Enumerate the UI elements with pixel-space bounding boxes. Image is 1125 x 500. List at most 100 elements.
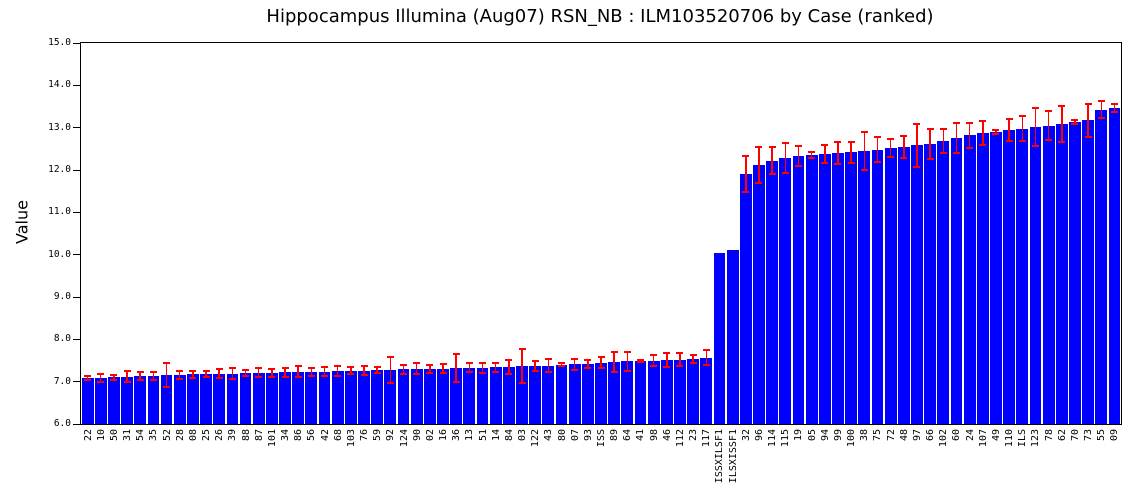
bar — [450, 368, 463, 424]
bar — [108, 377, 120, 424]
error-bar-line — [863, 132, 866, 171]
error-bar-cap — [926, 157, 934, 160]
error-bar-cap — [860, 169, 868, 172]
error-bar-cap — [1031, 107, 1039, 110]
error-bar-cap — [755, 181, 763, 184]
error-bar-line — [1087, 103, 1089, 138]
error-bar-cap — [255, 367, 263, 370]
error-bar-line — [284, 368, 286, 377]
error-bar-cap — [294, 376, 302, 379]
x-tick-label: ISS — [596, 429, 607, 448]
bar — [858, 151, 871, 424]
error-bar-line — [389, 357, 392, 383]
x-tick-label: 48 — [898, 429, 910, 442]
error-bar-cap — [136, 378, 144, 381]
x-tick-label: 05 — [806, 429, 818, 442]
error-bar-cap — [426, 364, 434, 367]
error-bar-line — [929, 128, 931, 159]
x-tick-label: 46 — [661, 429, 673, 442]
error-bar-cap — [676, 365, 684, 367]
error-bar-cap — [518, 348, 526, 351]
error-bar-line — [429, 365, 431, 373]
error-bar-line — [850, 141, 852, 163]
error-bar-line — [560, 363, 563, 366]
x-tick-label: 78 — [1043, 429, 1055, 442]
error-bar-line — [113, 375, 115, 380]
y-tick-label: 12.0 — [48, 164, 71, 175]
error-bar-line — [442, 363, 444, 374]
error-bar-cap — [110, 374, 118, 377]
bar — [516, 366, 528, 424]
error-bar-cap — [505, 372, 513, 375]
error-bar-cap — [1045, 109, 1053, 112]
error-bar-cap — [742, 191, 750, 193]
error-bar-line — [192, 370, 194, 379]
error-bar-cap — [1005, 118, 1013, 121]
error-bar-cap — [1005, 140, 1013, 143]
error-bar-cap — [979, 144, 987, 147]
error-bar-cap — [163, 362, 171, 365]
error-bar-cap — [794, 144, 802, 147]
error-bar-cap — [1071, 122, 1079, 125]
x-tick-label: 07 — [569, 429, 581, 442]
error-bar-cap — [663, 352, 671, 355]
error-bar-cap — [768, 173, 776, 176]
error-bar-line — [455, 354, 457, 383]
error-bar-line — [205, 371, 207, 377]
bar — [792, 156, 805, 424]
error-bar-cap — [571, 357, 579, 360]
error-bar-cap — [702, 364, 710, 367]
x-tick-label: ISSXILSF1 — [714, 429, 726, 484]
bar — [608, 362, 621, 424]
y-tick — [73, 211, 81, 213]
x-tick-label: 13 — [464, 429, 476, 442]
error-bar-cap — [321, 365, 329, 368]
x-tick-label: 94 — [819, 429, 831, 442]
plot-area: 6.0 7.0 8.0 9.0 10.0 11.0 12.0 13.0 14.0 15.0 22 1… — [48, 37, 1122, 483]
error-bar-cap — [321, 375, 329, 378]
x-tick-label: 39 — [227, 429, 239, 442]
error-bar-cap — [518, 382, 526, 385]
error-bar-cap — [163, 386, 171, 389]
error-bar-cap — [584, 367, 592, 370]
bar — [1029, 127, 1042, 424]
error-bar-cap — [400, 373, 408, 376]
error-bar-line — [86, 376, 89, 381]
error-bar-line — [652, 354, 655, 366]
error-bar-cap — [136, 371, 144, 374]
error-bar-cap — [781, 172, 789, 175]
error-bar-line — [995, 129, 997, 134]
x-tick-label: 64 — [622, 429, 634, 442]
x-tick-label: 107 — [977, 429, 989, 448]
x-tick-label: 60 — [951, 429, 963, 442]
error-bar-cap — [479, 371, 487, 374]
error-bar-cap — [821, 143, 829, 146]
error-bar-cap — [597, 356, 605, 359]
error-bar-cap — [623, 369, 631, 372]
error-bar-line — [982, 121, 984, 146]
error-bar-cap — [952, 152, 960, 155]
error-bar-cap — [821, 162, 829, 165]
x-tick-label: ILSXISSF1 — [727, 429, 739, 484]
y-tick-label: 13.0 — [48, 121, 71, 133]
error-bar-cap — [1084, 136, 1092, 139]
error-bar-line — [797, 145, 800, 167]
error-bar-cap — [242, 375, 250, 378]
error-bar-line — [363, 366, 365, 376]
error-bar-cap — [1018, 140, 1026, 143]
error-bar-cap — [439, 372, 447, 375]
error-bar-cap — [650, 353, 658, 356]
bar — [134, 376, 147, 424]
error-bar-cap — [189, 369, 197, 372]
y-tick-label: 14.0 — [48, 79, 71, 91]
y-tick — [73, 254, 81, 256]
x-tick-label: 112 — [674, 429, 686, 448]
x-tick-label: 43 — [543, 429, 555, 442]
x-tick-label: 41 — [635, 429, 647, 442]
bar — [779, 158, 792, 424]
error-bar-cap — [623, 351, 631, 354]
error-bar-cap — [84, 379, 92, 382]
x-tick-label: 103 — [345, 429, 357, 448]
x-tick-label: ILS — [1017, 429, 1029, 448]
bar — [94, 377, 107, 424]
